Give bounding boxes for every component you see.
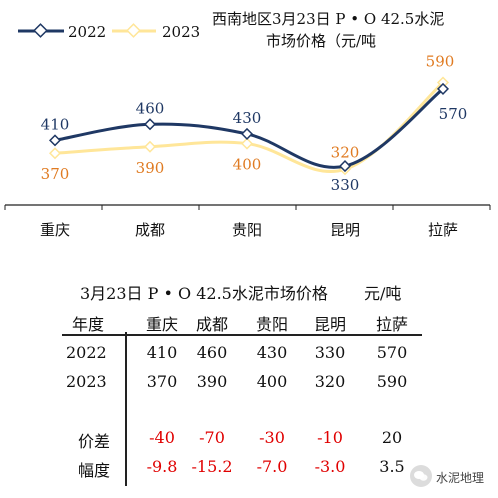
table-row-label-0: 2022 xyxy=(66,343,107,362)
table-cell-2-1: -70 xyxy=(199,428,225,447)
table-col-header-2: 贵阳 xyxy=(255,315,288,334)
price-line-chart: 2022 2023 西南地区3月23日 P • O 42.5水泥 市场价格（元/… xyxy=(4,10,491,239)
label-2023-0: 370 xyxy=(41,165,70,183)
table-cell-2-4: 20 xyxy=(381,428,403,447)
wechat-icon xyxy=(410,465,432,487)
table-cell-1-2: 400 xyxy=(256,372,288,391)
watermark: 水泥地理 xyxy=(410,462,494,492)
x-tick-label-3: 昆明 xyxy=(330,221,360,239)
chart-title: 西南地区3月23日 P • O 42.5水泥 xyxy=(212,10,444,28)
table-unit: 元/吨 xyxy=(364,284,402,303)
label-2023-2: 400 xyxy=(233,156,262,174)
x-axis-ticks: 重庆 成都 贵阳 昆明 拉萨 xyxy=(4,205,491,239)
table-header-label: 年度 xyxy=(72,315,105,334)
table-row-label-1: 2023 xyxy=(66,372,107,391)
table-cell-1-0: 370 xyxy=(146,372,178,391)
table-header-rule xyxy=(62,334,422,336)
table-col-header-0: 重庆 xyxy=(145,315,178,334)
table-cell-0-1: 460 xyxy=(196,343,228,362)
table-cell-1-4: 590 xyxy=(376,372,408,391)
legend-label-2022: 2022 xyxy=(68,23,106,41)
table-row-label-2: 价差 xyxy=(78,432,111,451)
table-col-header-3: 昆明 xyxy=(313,315,346,334)
table-cell-3-0: -9.8 xyxy=(146,457,178,476)
legend-marker-2023 xyxy=(126,23,141,38)
table-title-text: 3月23日 P • O 42.5水泥市场价格 xyxy=(80,284,328,303)
table-cell-2-2: -30 xyxy=(259,428,285,447)
label-2022-4: 570 xyxy=(439,105,468,123)
label-2023-3: 320 xyxy=(331,143,360,161)
table-row-label-3: 幅度 xyxy=(78,461,111,480)
point-2023-2 xyxy=(240,137,254,150)
point-2023-4 xyxy=(436,76,450,89)
x-tick-label-2: 贵阳 xyxy=(232,221,262,239)
x-tick-label-4: 拉萨 xyxy=(428,221,458,239)
watermark-text: 水泥地理 xyxy=(436,471,485,485)
label-2023-4: 590 xyxy=(426,53,455,71)
legend-label-2023: 2023 xyxy=(162,23,200,41)
x-tick-label-0: 重庆 xyxy=(40,221,70,239)
table-cell-0-4: 570 xyxy=(376,343,408,362)
table-cell-0-2: 430 xyxy=(256,343,288,362)
x-tick-label-1: 成都 xyxy=(135,221,165,239)
point-2023-0 xyxy=(48,147,62,160)
table-col-header-4: 拉萨 xyxy=(375,315,408,334)
series-layer xyxy=(48,76,450,176)
table-cell-0-0: 410 xyxy=(146,343,178,362)
label-2022-1: 460 xyxy=(136,99,165,117)
legend-marker-2022 xyxy=(33,23,48,38)
label-2023-1: 390 xyxy=(136,159,165,177)
data-labels: 410 460 430 330 570 370 390 400 320 590 xyxy=(41,53,468,195)
point-2022-1 xyxy=(143,118,157,131)
table-col-header-1: 成都 xyxy=(195,315,228,334)
point-2022-3 xyxy=(338,160,352,173)
table-cell-1-1: 390 xyxy=(196,372,228,391)
table-cell-2-3: -10 xyxy=(317,428,343,447)
table-title: 3月23日 P • O 42.5水泥市场价格 元/吨 xyxy=(80,280,401,304)
table-cell-3-2: -7.0 xyxy=(256,457,288,476)
table-label-rule xyxy=(125,332,127,486)
table-cell-0-3: 330 xyxy=(314,343,346,362)
table-cell-1-3: 320 xyxy=(314,372,346,391)
label-2022-0: 410 xyxy=(41,115,70,133)
point-2022-0 xyxy=(48,134,62,147)
point-2022-4 xyxy=(436,82,450,95)
point-2023-1 xyxy=(143,140,157,153)
table-cell-3-3: -3.0 xyxy=(314,457,346,476)
label-2022-2: 430 xyxy=(233,109,262,127)
series-line-2022 xyxy=(54,87,444,169)
chart-subtitle: 市场价格（元/吨 xyxy=(266,32,376,50)
legend: 2022 2023 xyxy=(18,23,200,41)
label-2022-3: 330 xyxy=(331,176,360,194)
point-2022-2 xyxy=(240,127,254,140)
table-cell-2-0: -40 xyxy=(149,428,175,447)
table-cell-3-1: -15.2 xyxy=(191,457,233,476)
